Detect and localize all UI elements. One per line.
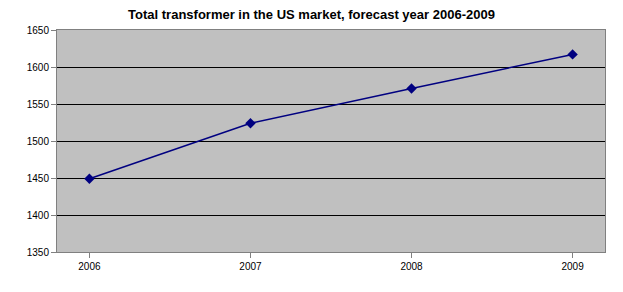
svg-text:1550: 1550	[27, 99, 50, 110]
svg-text:1450: 1450	[27, 173, 50, 184]
svg-text:1500: 1500	[27, 136, 50, 147]
svg-text:2008: 2008	[400, 261, 423, 272]
svg-text:Total transformer in the US ma: Total transformer in the US market, fore…	[128, 7, 495, 22]
svg-text:2007: 2007	[239, 261, 262, 272]
svg-text:1400: 1400	[27, 210, 50, 221]
svg-text:2006: 2006	[78, 261, 101, 272]
svg-text:2009: 2009	[561, 261, 584, 272]
svg-text:1350: 1350	[27, 247, 50, 258]
svg-text:1650: 1650	[27, 25, 50, 36]
svg-text:1600: 1600	[27, 62, 50, 73]
